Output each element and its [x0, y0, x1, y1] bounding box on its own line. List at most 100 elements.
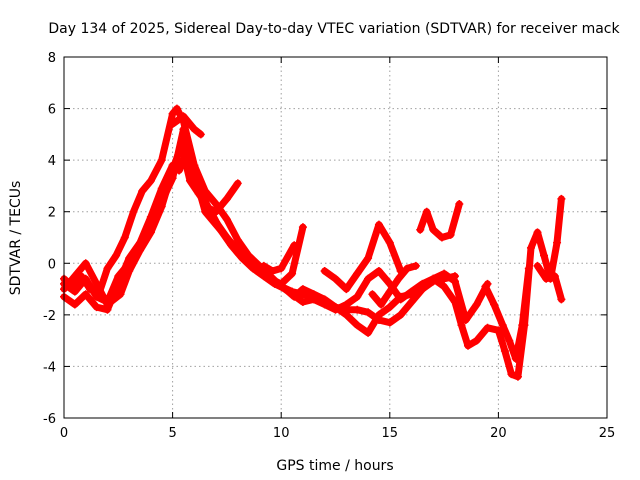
x-tick-label: 0 — [60, 426, 68, 441]
data-point-marker — [114, 272, 123, 281]
series-track-10 — [416, 200, 463, 241]
data-point-marker — [222, 194, 231, 203]
chart-title: Day 134 of 2025, Sidereal Day-to-day VTE… — [48, 21, 620, 37]
data-point-marker — [103, 264, 112, 273]
y-tick-label: 2 — [48, 206, 56, 221]
data-point-marker — [120, 233, 129, 242]
y-tick-label: 8 — [48, 51, 56, 66]
data-point-marker — [472, 336, 481, 345]
data-point-marker — [288, 269, 297, 278]
data-point-marker — [81, 274, 90, 283]
data-point-marker — [146, 228, 155, 237]
data-point-marker — [385, 318, 394, 327]
data-point-marker — [557, 295, 566, 304]
data-point-marker — [248, 264, 257, 273]
series-track-12 — [534, 262, 565, 303]
data-point-marker — [403, 264, 412, 273]
data-point-marker — [222, 215, 231, 224]
data-point-marker — [157, 156, 166, 165]
data-point-marker — [526, 243, 535, 252]
data-point-marker — [364, 308, 373, 317]
data-point-marker — [259, 261, 268, 270]
data-point-marker — [298, 297, 307, 306]
data-point-marker — [233, 179, 242, 188]
data-point-marker — [396, 292, 405, 301]
x-tick-label: 15 — [382, 426, 399, 441]
data-point-marker — [418, 285, 427, 294]
data-point-marker — [518, 321, 527, 330]
data-point-marker — [129, 207, 138, 216]
y-tick-label: 4 — [48, 154, 56, 169]
data-point-marker — [368, 290, 377, 299]
data-point-marker — [112, 251, 121, 260]
data-point-marker — [168, 166, 177, 175]
data-point-marker — [353, 269, 362, 278]
x-tick-label: 25 — [599, 426, 616, 441]
data-point-marker — [216, 225, 225, 234]
data-point-marker — [212, 207, 221, 216]
data-point-marker — [70, 287, 79, 296]
data-point-marker — [92, 279, 101, 288]
data-point-marker — [92, 303, 101, 312]
data-point-marker — [298, 285, 307, 294]
data-point-marker — [490, 300, 499, 309]
data-point-marker — [146, 176, 155, 185]
data-point-marker — [407, 297, 416, 306]
data-point-marker — [342, 310, 351, 319]
data-point-marker — [331, 274, 340, 283]
data-point-marker — [73, 269, 82, 278]
data-point-marker — [168, 120, 177, 129]
data-point-marker — [227, 241, 236, 250]
data-traces — [60, 104, 566, 381]
data-point-marker — [377, 300, 386, 309]
data-point-marker — [540, 251, 549, 260]
axis-ticks: 0 5 10 15 20 25 -6 -4 -2 0 2 4 6 8 — [43, 51, 615, 441]
data-point-marker — [385, 287, 394, 296]
y-tick-label: 6 — [48, 103, 56, 118]
data-point-marker — [238, 254, 247, 263]
plot-frame — [63, 56, 608, 419]
data-point-marker — [298, 223, 307, 232]
data-point-marker — [179, 112, 188, 121]
data-point-marker — [281, 285, 290, 294]
data-point-marker — [422, 207, 431, 216]
data-point-marker — [407, 290, 416, 299]
data-point-marker — [533, 261, 542, 270]
y-tick-label: -6 — [43, 412, 56, 427]
data-point-marker — [364, 328, 373, 337]
data-point-marker — [103, 300, 112, 309]
data-point-marker — [353, 305, 362, 314]
data-point-marker — [385, 238, 394, 247]
y-tick-label: -4 — [43, 360, 56, 375]
data-point-marker — [463, 341, 472, 350]
data-point-marker — [557, 194, 566, 203]
data-point-marker — [394, 274, 403, 283]
data-point-marker — [364, 274, 373, 283]
data-point-marker — [440, 269, 449, 278]
data-point-marker — [320, 295, 329, 304]
data-point-marker — [481, 282, 490, 291]
data-point-marker — [533, 228, 542, 237]
data-point-marker — [542, 274, 551, 283]
data-point-marker — [342, 285, 351, 294]
series-track-5 — [169, 112, 205, 138]
data-point-marker — [396, 310, 405, 319]
data-point-marker — [157, 202, 166, 211]
data-point-marker — [201, 202, 210, 211]
data-point-marker — [136, 246, 145, 255]
data-point-marker — [461, 316, 470, 325]
data-point-marker — [437, 233, 446, 242]
data-point-marker — [116, 290, 125, 299]
y-axis-label: SDTVAR / TECUs — [8, 181, 24, 296]
data-point-marker — [385, 303, 394, 312]
series-track-2 — [60, 105, 459, 327]
data-point-marker — [429, 274, 438, 283]
data-point-marker — [353, 321, 362, 330]
data-point-marker — [374, 267, 383, 276]
data-point-marker — [233, 236, 242, 245]
data-point-marker — [455, 199, 464, 208]
data-point-marker — [513, 372, 522, 381]
data-point-marker — [483, 323, 492, 332]
series-track-7 — [260, 241, 298, 275]
data-point-marker — [259, 272, 268, 281]
